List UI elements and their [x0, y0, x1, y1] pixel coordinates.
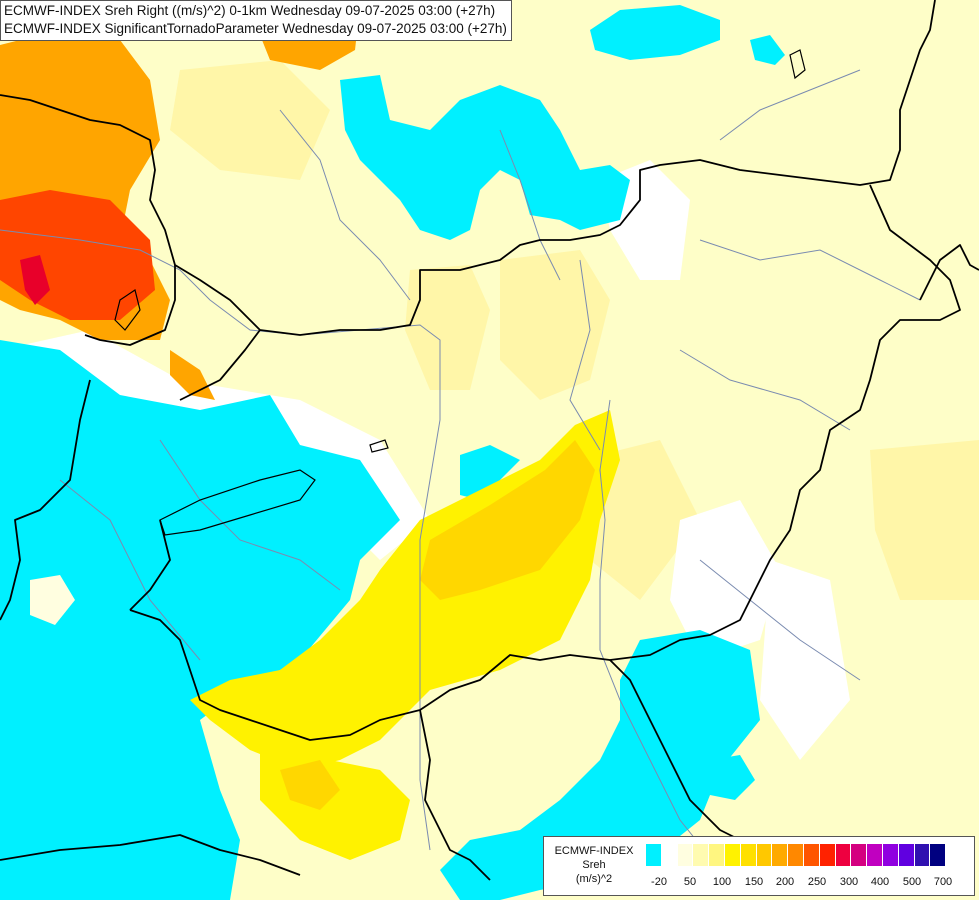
- legend-swatch: [693, 844, 710, 866]
- legend-tick: 500: [902, 876, 922, 888]
- legend-tick-labels: -20 50 100 150 200 250 300 400 500 700: [646, 875, 971, 889]
- title-line-stp: ECMWF-INDEX SignificantTornadoParameter …: [4, 21, 507, 36]
- legend-swatch: [709, 844, 725, 866]
- color-legend: ECMWF-INDEX Sreh (m/s)^2 -20 50 100 150 200 2…: [543, 836, 975, 896]
- legend-swatch: [898, 844, 915, 866]
- legend-swatch: [724, 844, 741, 866]
- cyan-regions: [0, 5, 785, 900]
- legend-swatch: [851, 844, 868, 866]
- legend-swatch: [756, 844, 773, 866]
- legend-swatch: [788, 844, 804, 866]
- title-line-sreh: ECMWF-INDEX Sreh Right ((m/s)^2) 0-1km W…: [4, 3, 496, 18]
- legend-tick: -20: [651, 876, 667, 888]
- legend-label: ECMWF-INDEX Sreh (m/s)^2: [544, 844, 644, 886]
- gold-core: [280, 440, 595, 810]
- legend-tick: 100: [712, 876, 732, 888]
- legend-tick: 700: [933, 876, 953, 888]
- legend-swatch: [835, 844, 852, 866]
- legend-model: ECMWF-INDEX: [554, 845, 634, 857]
- legend-param: Sreh: [582, 859, 606, 871]
- legend-swatch: [646, 844, 662, 866]
- legend-swatch: [819, 844, 836, 866]
- legend-color-bar: [646, 844, 947, 866]
- legend-swatch: [914, 844, 931, 866]
- legend-tick: 200: [775, 876, 795, 888]
- darkred-core: [20, 255, 50, 305]
- legend-swatch: [661, 844, 678, 866]
- legend-tick: 150: [744, 876, 764, 888]
- legend-swatch: [772, 844, 789, 866]
- legend-swatch: [740, 844, 757, 866]
- legend-tick: 300: [839, 876, 859, 888]
- legend-tick: 50: [683, 876, 697, 888]
- legend-unit: (m/s)^2: [575, 873, 613, 885]
- legend-swatch: [882, 844, 899, 866]
- legend-swatch: [803, 844, 820, 866]
- legend-swatch: [867, 844, 883, 866]
- legend-swatch: [677, 844, 694, 866]
- rivers: [0, 69, 921, 871]
- legend-tick: 250: [807, 876, 827, 888]
- lakes: [114, 49, 806, 536]
- legend-tick: 400: [870, 876, 890, 888]
- legend-swatch: [930, 844, 947, 866]
- map-title-box: ECMWF-INDEX Sreh Right ((m/s)^2) 0-1km W…: [0, 0, 512, 41]
- country-borders: [0, 0, 979, 881]
